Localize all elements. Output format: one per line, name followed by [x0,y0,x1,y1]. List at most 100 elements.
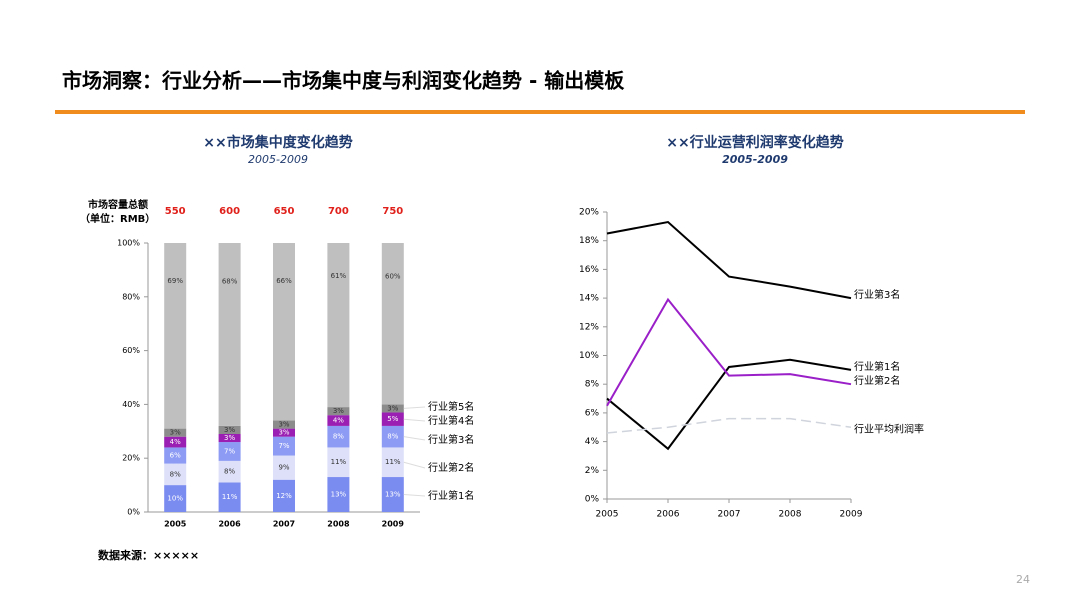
bar-segment [381,404,404,413]
bar-segment [381,447,404,478]
chart-title: ××市场集中度变化趋势 [203,134,352,151]
value-label: 61% [331,272,347,280]
chart-title: ××行业运营利润率变化趋势 [666,134,843,151]
value-label: 5% [387,415,398,423]
bar-segment [273,455,295,480]
x-tick-label: 2007 [273,520,295,529]
bar-segment [381,243,404,405]
series-label: 行业第3名 [854,288,900,301]
legend-label: 行业第4名 [428,414,474,427]
value-label: 60% [385,273,401,281]
bar-segment [327,243,350,408]
y-label: 市场容量总额 [88,198,148,211]
x-tick-label: 2006 [657,510,680,520]
legend-label: 行业第3名 [428,433,474,446]
total-label: 600 [219,206,240,217]
x-tick-label: 2009 [840,510,863,520]
bar-segment [327,407,350,416]
total-label: 750 [382,206,403,217]
value-label: 11% [222,493,238,501]
legend-label: 行业第1名 [428,489,474,502]
x-tick-label: 2005 [596,510,619,520]
y-tick-label: 20% [122,454,140,463]
total-label: 550 [165,206,186,217]
bar-segment [218,442,241,461]
y-tick-label: 2% [585,466,600,476]
bar-segment [218,482,241,512]
bar-segment [218,243,241,426]
y-tick-label: 6% [585,408,600,418]
y-tick-label: 4% [585,437,600,447]
bar-segment [381,425,404,448]
y-label: （单位：RMB） [80,212,155,225]
y-tick-label: 16% [579,265,599,275]
value-label: 3% [387,404,398,412]
value-label: 12% [276,492,292,500]
bar-segment [218,460,241,483]
bar-segment [273,243,295,421]
legend-label: 行业第5名 [428,400,474,413]
y-tick-label: 10% [579,351,599,361]
total-label: 650 [274,206,295,217]
bar-segment [164,447,187,464]
bar-segment [164,485,187,512]
series-line [606,417,852,434]
bar-segment [273,479,295,512]
y-tick-label: 8% [585,380,600,390]
bar-segment [273,420,295,429]
value-label: 9% [278,464,289,472]
y-tick-label: 0% [585,495,600,505]
chart-subtitle: 2005-2009 [248,153,308,166]
leader-line [403,418,426,422]
leader-line [403,461,426,469]
slide-title: 市场洞察：行业分析——市场集中度与利润变化趋势 - 输出模板 [62,69,625,93]
y-tick-label: 80% [122,292,140,301]
value-label: 7% [224,447,235,455]
y-tick-label: 100% [117,239,140,248]
chart-subtitle: 2005-2009 [722,153,788,166]
bar-segment [164,243,187,429]
total-label: 700 [328,206,349,217]
bar-segment [327,447,350,478]
x-tick-label: 2008 [327,520,350,529]
leader-line [403,436,426,441]
value-label: 3% [278,429,289,437]
series-label: 行业第1名 [854,360,900,373]
value-label: 3% [224,426,235,434]
bar-segment [164,428,187,437]
value-label: 6% [170,452,181,460]
value-label: 4% [170,438,181,446]
value-label: 68% [222,277,238,285]
value-label: 13% [331,491,347,499]
bar-segment [273,436,295,456]
leader-line [403,494,426,497]
value-label: 8% [170,470,181,478]
x-tick-label: 2007 [718,510,741,520]
y-tick-label: 20% [579,208,599,218]
y-tick-label: 12% [579,322,599,332]
value-label: 3% [224,434,235,442]
title-rule [55,110,1025,114]
bar-segment [273,428,295,437]
x-tick-label: 2005 [164,520,187,529]
bar-segment [327,415,350,426]
page-number: 24 [1016,573,1030,586]
series-line [606,358,852,451]
value-label: 3% [333,407,344,415]
series-label: 行业第2名 [854,374,900,387]
value-label: 13% [385,491,401,499]
bar-segment [327,477,350,512]
y-tick-label: 60% [122,346,140,355]
value-label: 11% [331,458,347,466]
value-label: 8% [387,433,398,441]
bar-segment [381,412,404,426]
y-tick-label: 40% [122,400,140,409]
y-tick-label: 14% [579,294,599,304]
value-label: 8% [333,433,344,441]
value-label: 7% [278,442,289,450]
value-label: 8% [224,468,235,476]
bar-segment [381,477,404,512]
y-tick-label: 18% [579,236,599,246]
y-tick-label: 0% [127,508,140,517]
